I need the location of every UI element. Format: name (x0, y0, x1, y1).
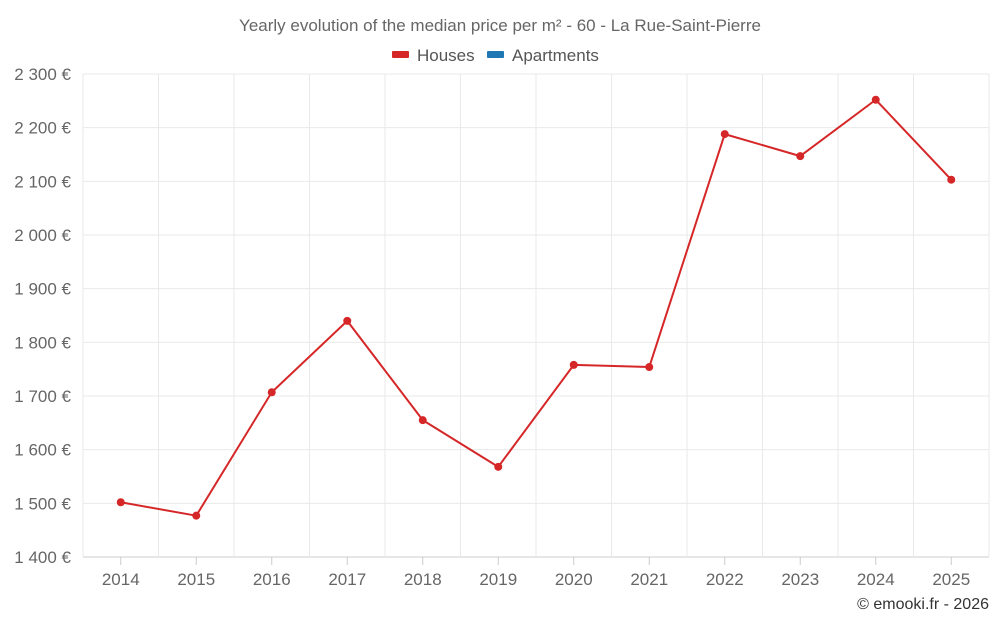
x-tick-label: 2021 (630, 570, 668, 589)
y-tick-label: 2 300 € (14, 65, 71, 84)
x-tick-label: 2018 (404, 570, 442, 589)
y-tick-label: 1 900 € (14, 280, 71, 299)
y-axis: 1 400 € 1 500 € 1 600 € 1 700 € 1 800 € 1 900… (14, 65, 71, 567)
x-tick-label: 2024 (857, 570, 895, 589)
data-point[interactable] (494, 462, 503, 471)
x-tick-label: 2014 (102, 570, 140, 589)
legend-label-apartments: Apartments (512, 46, 599, 65)
legend-label-houses: Houses (417, 46, 475, 65)
y-tick-label: 1 500 € (14, 494, 71, 513)
data-point[interactable] (267, 388, 276, 397)
legend-swatch-houses (392, 51, 409, 58)
series-line (120, 98, 952, 517)
x-axis: 2014 2015 2016 2017 2018 2019 2020 2021 2022 2023… (102, 557, 970, 589)
x-tick-label: 2019 (479, 570, 517, 589)
x-tick-label: 2022 (706, 570, 744, 589)
data-point[interactable] (645, 363, 654, 372)
x-tick-label: 2016 (253, 570, 291, 589)
x-tick-label: 2023 (781, 570, 819, 589)
y-tick-label: 2 100 € (14, 172, 71, 191)
data-point[interactable] (796, 152, 805, 161)
x-tick-label: 2020 (555, 570, 593, 589)
x-tick-label: 2017 (328, 570, 366, 589)
data-point[interactable] (720, 130, 729, 139)
grid (82, 73, 990, 558)
data-point[interactable] (418, 416, 427, 425)
y-tick-label: 1 700 € (14, 387, 71, 406)
series-houses (116, 95, 956, 520)
legend: Houses Apartments (392, 46, 599, 65)
y-tick-label: 1 600 € (14, 441, 71, 460)
legend-item-houses[interactable]: Houses (392, 46, 475, 65)
x-tick-label: 2015 (177, 570, 215, 589)
y-tick-label: 2 200 € (14, 119, 71, 138)
chart-title: Yearly evolution of the median price per… (239, 16, 761, 35)
data-point[interactable] (192, 511, 201, 520)
data-point[interactable] (871, 95, 880, 104)
data-point[interactable] (116, 498, 125, 507)
data-point[interactable] (947, 175, 956, 184)
data-point[interactable] (569, 360, 578, 369)
credit-text[interactable]: © emooki.fr - 2026 (857, 596, 989, 613)
legend-swatch-apartments (487, 51, 504, 58)
y-tick-label: 1 800 € (14, 333, 71, 352)
y-tick-label: 1 400 € (14, 548, 71, 567)
legend-item-apartments[interactable]: Apartments (487, 46, 599, 65)
data-point[interactable] (343, 316, 352, 325)
x-tick-label: 2025 (932, 570, 970, 589)
y-tick-label: 2 000 € (14, 226, 71, 245)
